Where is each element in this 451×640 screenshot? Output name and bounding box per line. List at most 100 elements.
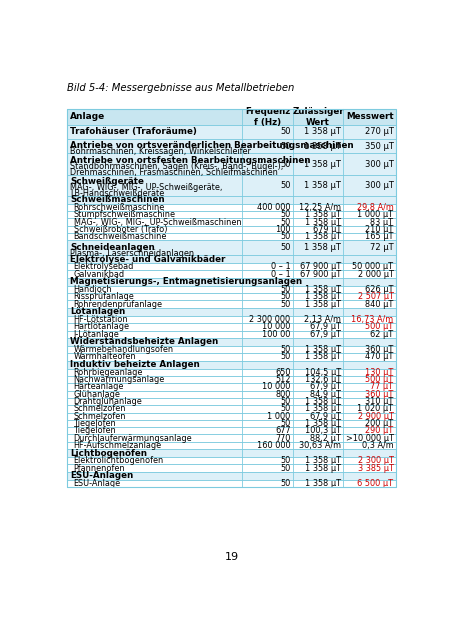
Text: 67,9 μT: 67,9 μT xyxy=(309,323,340,332)
Text: 132,6 μT: 132,6 μT xyxy=(304,375,340,384)
Text: 1 358 μT: 1 358 μT xyxy=(304,127,340,136)
Text: Trafohäuser (Traforäume): Trafohäuser (Traforäume) xyxy=(70,127,197,136)
Text: 50: 50 xyxy=(280,180,290,189)
Text: 360 μT: 360 μT xyxy=(364,390,393,399)
Text: 160 000: 160 000 xyxy=(256,441,290,450)
Bar xyxy=(67,449,395,457)
Text: Tiegelofen: Tiegelofen xyxy=(74,426,116,435)
Bar xyxy=(67,286,395,293)
Text: 50: 50 xyxy=(280,300,290,308)
Text: Schmelzofen: Schmelzofen xyxy=(74,404,126,413)
Text: 10 000: 10 000 xyxy=(262,323,290,332)
Text: 104,5 μT: 104,5 μT xyxy=(304,368,340,377)
Text: 50: 50 xyxy=(280,127,290,136)
Bar xyxy=(67,480,395,487)
Text: 83 μT: 83 μT xyxy=(370,218,393,227)
Text: 0 – 1: 0 – 1 xyxy=(270,269,290,278)
Text: 100 00: 100 00 xyxy=(262,330,290,339)
Text: 1 000: 1 000 xyxy=(267,412,290,420)
Text: Zulässiger
Wert: Zulässiger Wert xyxy=(292,107,343,127)
Text: Glühanlage: Glühanlage xyxy=(74,390,120,399)
Text: Tiegelofen: Tiegelofen xyxy=(74,419,116,428)
Text: Elektrolichtbogenofen: Elektrolichtbogenofen xyxy=(74,456,163,465)
Text: 50: 50 xyxy=(280,211,290,220)
Text: 16,73 A/m: 16,73 A/m xyxy=(351,315,393,324)
Text: Magnetisierungs-, Entmagnetisierungsanlagen: Magnetisierungs-, Entmagnetisierungsanla… xyxy=(70,277,302,286)
Text: 165 μT: 165 μT xyxy=(364,232,393,241)
Text: 50: 50 xyxy=(280,479,290,488)
Bar xyxy=(67,233,395,241)
Text: 2 300 000: 2 300 000 xyxy=(249,315,290,324)
Bar xyxy=(67,465,395,472)
Text: Lötanlagen: Lötanlagen xyxy=(70,307,125,316)
Text: 50: 50 xyxy=(280,218,290,227)
Text: Pfannenofen: Pfannenofen xyxy=(74,463,125,473)
Text: Anlage: Anlage xyxy=(70,113,106,122)
Text: 310 μT: 310 μT xyxy=(364,397,393,406)
Text: Widerstandsbeheizte Anlagen: Widerstandsbeheizte Anlagen xyxy=(70,337,218,346)
Text: 1 358 μT: 1 358 μT xyxy=(304,232,340,241)
Bar xyxy=(67,360,395,369)
Text: 50: 50 xyxy=(280,243,290,252)
Bar xyxy=(67,196,395,204)
Text: 1 358 μT: 1 358 μT xyxy=(304,479,340,488)
Bar xyxy=(67,323,395,330)
Bar xyxy=(67,255,395,263)
Bar xyxy=(67,383,395,390)
Text: 770: 770 xyxy=(275,434,290,443)
Bar xyxy=(67,278,395,286)
Text: Härteanlage: Härteanlage xyxy=(74,383,124,392)
Bar xyxy=(67,316,395,323)
Text: 1 358 μT: 1 358 μT xyxy=(304,141,340,150)
Bar xyxy=(67,204,395,211)
Text: 1 358 μT: 1 358 μT xyxy=(304,292,340,301)
Bar xyxy=(67,330,395,338)
Text: 1 358 μT: 1 358 μT xyxy=(304,159,340,168)
Text: MAG-, WIG-, MIG-, UP-Schweißgeräte,: MAG-, WIG-, MIG-, UP-Schweißgeräte, xyxy=(70,183,222,192)
Text: 50: 50 xyxy=(280,397,290,406)
Text: 62 μT: 62 μT xyxy=(369,330,393,339)
Text: 3 385 μT: 3 385 μT xyxy=(357,463,393,473)
Text: 1 358 μT: 1 358 μT xyxy=(304,419,340,428)
Text: Rohrendenprüfanlage: Rohrendenprüfanlage xyxy=(74,300,162,308)
Bar xyxy=(67,175,395,196)
Text: Bandschweißmaschine: Bandschweißmaschine xyxy=(74,232,166,241)
Text: 72 μT: 72 μT xyxy=(369,243,393,252)
Text: 50 000 μT: 50 000 μT xyxy=(352,262,393,271)
Bar xyxy=(67,109,395,487)
Bar xyxy=(67,139,395,154)
Text: 50: 50 xyxy=(280,419,290,428)
Text: 0 – 1: 0 – 1 xyxy=(270,262,290,271)
Bar xyxy=(67,413,395,420)
Bar xyxy=(67,218,395,226)
Text: Induktiv beheizte Anlagen: Induktiv beheizte Anlagen xyxy=(70,360,200,369)
Bar xyxy=(67,353,395,360)
Text: Bild 5-4: Messergebnisse aus Metallbetrieben: Bild 5-4: Messergebnisse aus Metallbetri… xyxy=(67,83,294,93)
Text: Schweißmaschinen: Schweißmaschinen xyxy=(70,195,165,204)
Text: 1 358 μT: 1 358 μT xyxy=(304,456,340,465)
Text: 500 μT: 500 μT xyxy=(364,323,393,332)
Text: 840 μT: 840 μT xyxy=(364,300,393,308)
Text: 350 μT: 350 μT xyxy=(364,141,393,150)
Text: 50: 50 xyxy=(280,456,290,465)
Text: 67 900 μT: 67 900 μT xyxy=(299,262,340,271)
Bar xyxy=(67,346,395,353)
Text: Plasma-, Laserschneidanlagen: Plasma-, Laserschneidanlagen xyxy=(70,249,194,258)
Bar xyxy=(67,271,395,278)
Text: Nachwärmungsanlage: Nachwärmungsanlage xyxy=(74,375,165,384)
Text: Bohrmaschinen, Kreissägen, Winkelschleifer: Bohrmaschinen, Kreissägen, Winkelschleif… xyxy=(70,147,251,156)
Text: HF-Lötstation: HF-Lötstation xyxy=(74,315,128,324)
Bar xyxy=(67,420,395,427)
Text: 200 μT: 200 μT xyxy=(364,419,393,428)
Text: Hartlötanlage: Hartlötanlage xyxy=(74,323,129,332)
Bar xyxy=(67,211,395,218)
Text: 2 900 μT: 2 900 μT xyxy=(357,412,393,420)
Text: 2 300 μT: 2 300 μT xyxy=(357,456,393,465)
Text: Schweißroboter (Trafo): Schweißroboter (Trafo) xyxy=(74,225,167,234)
Text: 30,63 A/m: 30,63 A/m xyxy=(298,441,340,450)
Text: 500 μT: 500 μT xyxy=(364,375,393,384)
Bar xyxy=(67,405,395,413)
Text: 77 μT: 77 μT xyxy=(370,383,393,392)
Text: 67,9 μT: 67,9 μT xyxy=(309,412,340,420)
Text: 84,9 μT: 84,9 μT xyxy=(309,390,340,399)
